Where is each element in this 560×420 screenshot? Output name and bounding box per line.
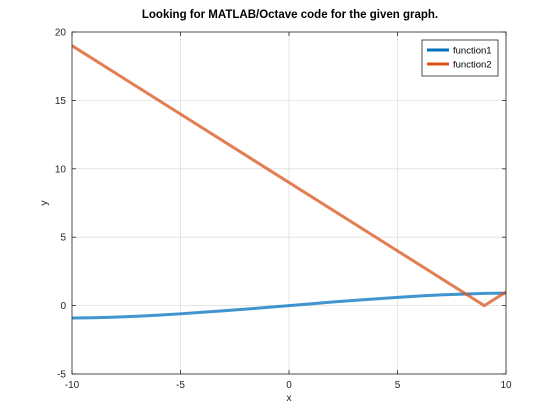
series-line-1 (71, 291, 507, 320)
legend-entry-1: function1 (453, 46, 492, 57)
y-axis-label: y (38, 200, 50, 206)
y-tick-label: 0 (60, 301, 66, 312)
y-tick-label: 20 (55, 28, 67, 39)
series-line-2 (71, 44, 507, 308)
x-tick-label: 5 (395, 380, 401, 391)
x-axis-label: x (286, 392, 292, 404)
x-tick-label: 0 (286, 380, 292, 391)
legend: function1 function2 (421, 39, 499, 77)
x-tick-label: -10 (65, 380, 80, 391)
chart-title: Looking for MATLAB/Octave code for the g… (142, 9, 438, 21)
legend-box (421, 39, 499, 77)
legend-entry-2: function2 (453, 60, 492, 71)
y-tick-label: -5 (57, 370, 66, 381)
y-tick-label: 10 (55, 164, 67, 175)
series-lines (71, 44, 507, 320)
x-tick-label: -5 (176, 380, 185, 391)
x-tick-label: 10 (500, 380, 512, 391)
y-tick-label: 15 (55, 96, 67, 107)
y-tick-label: 5 (60, 233, 66, 244)
